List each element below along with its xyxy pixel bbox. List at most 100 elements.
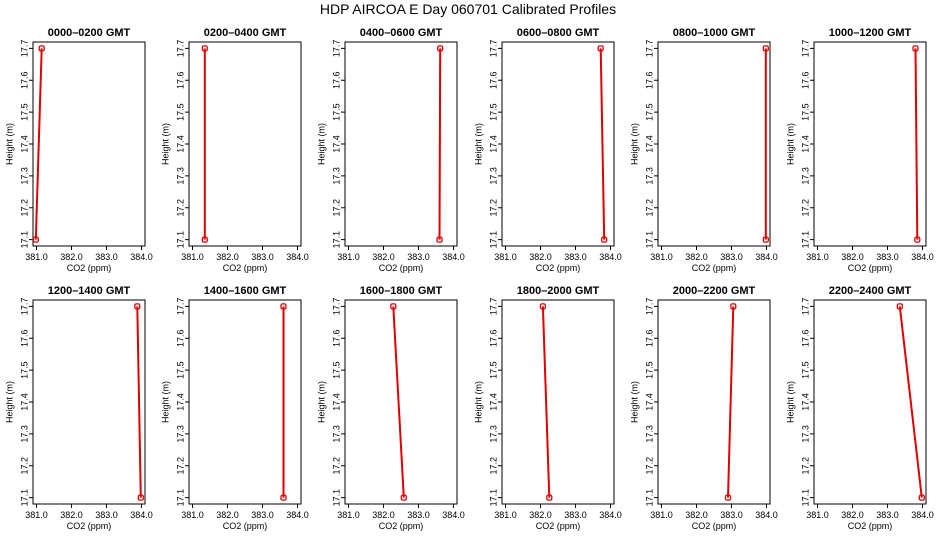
- panel-title: 0000–0200 GMT: [48, 27, 131, 39]
- data-point: [134, 303, 141, 310]
- y-tick-label: 17.7: [644, 40, 654, 58]
- plot-frame: [657, 41, 771, 247]
- y-tick-label: 17.6: [19, 329, 29, 347]
- y-tick-label: 17.1: [19, 489, 29, 507]
- x-tick-label: 381.0: [806, 510, 829, 520]
- y-tick-label: 17.4: [800, 135, 810, 153]
- x-axis-label: CO2 (ppm): [379, 263, 424, 273]
- y-axis-label: Height (m): [4, 123, 14, 165]
- chart-panel: 2200–2400 GMT 381.0 382.0 383.0 384.0 17.1 17.…: [785, 285, 933, 531]
- x-tick-label: 383.0: [720, 252, 743, 262]
- x-tick-label: 381.0: [650, 252, 673, 262]
- y-tick-label: 17.2: [19, 199, 29, 217]
- y-tick-label: 17.1: [800, 231, 810, 249]
- x-axis-label: CO2 (ppm): [536, 263, 581, 273]
- data-point: [436, 236, 443, 243]
- y-tick-label: 17.5: [175, 103, 185, 121]
- y-tick-label: 17.2: [175, 457, 185, 475]
- x-tick-label: 381.0: [337, 510, 360, 520]
- y-tick-label: 17.1: [175, 489, 185, 507]
- x-tick-label: 383.0: [407, 252, 430, 262]
- x-tick-label: 384.0: [755, 510, 778, 520]
- x-tick-label: 381.0: [181, 252, 204, 262]
- chart-panel: 0000–0200 GMT 381.0 382.0 383.0 384.0 17.1 17.…: [4, 27, 152, 273]
- x-tick-label: 381.0: [337, 252, 360, 262]
- data-point: [724, 494, 732, 501]
- y-tick-label: 17.6: [644, 329, 654, 347]
- x-axis-label: CO2 (ppm): [848, 521, 893, 531]
- data-point: [137, 494, 144, 501]
- x-tick-label: 384.0: [755, 252, 778, 262]
- x-tick-label: 382.0: [841, 510, 864, 520]
- y-tick-label: 17.7: [644, 298, 654, 316]
- series-line: [136, 306, 142, 498]
- y-tick-label: 17.3: [19, 425, 29, 443]
- y-tick-label: 17.5: [644, 103, 654, 121]
- y-tick-label: 17.6: [331, 329, 341, 347]
- y-tick-label: 17.4: [644, 393, 654, 411]
- y-axis-label: Height (m): [316, 123, 326, 165]
- y-tick-label: 17.5: [488, 103, 498, 121]
- series-line: [438, 48, 442, 240]
- x-tick-label: 382.0: [372, 252, 395, 262]
- series-line: [914, 48, 919, 240]
- panel-title: 2000–2200 GMT: [673, 285, 756, 297]
- y-tick-label: 17.4: [488, 135, 498, 153]
- panel-title: 0400–0600 GMT: [360, 27, 443, 39]
- chart-panel: 1800–2000 GMT 381.0 382.0 383.0 384.0 17.1 17.…: [473, 285, 621, 531]
- x-tick-label: 381.0: [25, 510, 48, 520]
- x-axis-label: CO2 (ppm): [848, 263, 893, 273]
- chart-panel: 0400–0600 GMT 381.0 382.0 383.0 384.0 17.1 17.…: [316, 27, 464, 273]
- chart-panel: 2000–2200 GMT 381.0 382.0 383.0 384.0 17.1 17.…: [629, 285, 777, 531]
- panel-title: 0600–0800 GMT: [517, 27, 600, 39]
- y-axis-label: Height (m): [473, 381, 483, 423]
- y-tick-label: 17.6: [19, 71, 29, 89]
- x-tick-label: 383.0: [564, 252, 587, 262]
- y-tick-label: 17.1: [488, 231, 498, 249]
- chart-panel: 0200–0400 GMT 381.0 382.0 383.0 384.0 17.1 17.…: [160, 27, 308, 273]
- plot-frame: [32, 299, 146, 505]
- data-point: [762, 45, 769, 52]
- y-tick-label: 17.3: [800, 425, 810, 443]
- chart-panel: 0800–1000 GMT 381.0 382.0 383.0 384.0 17.1 17.…: [629, 27, 777, 273]
- chart-panel: 1400–1600 GMT 381.0 382.0 383.0 384.0 17.1 17.…: [160, 285, 308, 531]
- y-tick-label: 17.3: [331, 425, 341, 443]
- y-tick-label: 17.4: [175, 393, 185, 411]
- data-point: [896, 303, 903, 310]
- plot-frame: [813, 299, 927, 505]
- panel-title: 1800–2000 GMT: [517, 285, 600, 297]
- y-axis-label: Height (m): [629, 381, 639, 423]
- y-tick-label: 17.6: [644, 71, 654, 89]
- plot-frame: [813, 41, 927, 247]
- x-tick-label: 383.0: [876, 252, 899, 262]
- y-tick-label: 17.6: [488, 329, 498, 347]
- y-tick-label: 17.6: [331, 71, 341, 89]
- plot-frame: [501, 41, 615, 247]
- x-tick-label: 382.0: [216, 252, 239, 262]
- y-tick-label: 17.6: [800, 329, 810, 347]
- y-tick-label: 17.6: [175, 329, 185, 347]
- y-tick-label: 17.4: [19, 135, 29, 153]
- chart-panel: 1000–1200 GMT 381.0 382.0 383.0 384.0 17.1 17.…: [785, 27, 933, 273]
- x-tick-label: 382.0: [216, 510, 239, 520]
- plot-frame: [344, 299, 458, 505]
- x-tick-label: 384.0: [442, 252, 465, 262]
- y-tick-label: 17.4: [19, 393, 29, 411]
- y-tick-label: 17.1: [644, 231, 654, 249]
- data-point: [546, 494, 553, 501]
- y-tick-label: 17.3: [488, 425, 498, 443]
- y-tick-label: 17.7: [800, 40, 810, 58]
- x-axis-label: CO2 (ppm): [223, 263, 268, 273]
- plot-frame: [32, 41, 146, 247]
- y-tick-label: 17.7: [19, 40, 29, 58]
- x-tick-label: 382.0: [529, 510, 552, 520]
- data-point: [201, 45, 208, 52]
- y-tick-label: 17.1: [488, 489, 498, 507]
- y-tick-label: 17.4: [488, 393, 498, 411]
- series-line: [898, 306, 923, 498]
- y-tick-label: 17.6: [175, 71, 185, 89]
- x-tick-label: 381.0: [494, 252, 517, 262]
- x-axis-label: CO2 (ppm): [536, 521, 581, 531]
- data-point: [730, 303, 737, 310]
- y-tick-label: 17.3: [19, 167, 29, 185]
